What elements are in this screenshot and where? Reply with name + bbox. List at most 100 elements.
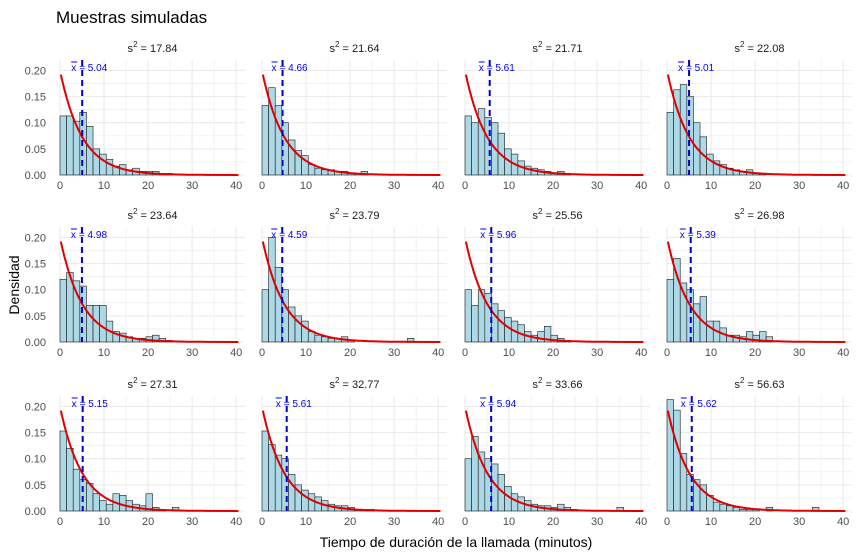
x-axis-label: Tiempo de duración de la llamada (minuto… — [320, 534, 593, 550]
histogram-bar — [471, 305, 479, 343]
y-tick-label: 0.15 — [25, 259, 46, 271]
x-tick-label: 40 — [635, 180, 647, 192]
mean-value: = 5.61 — [487, 63, 516, 74]
variance-label: s2 = 26.98 — [734, 207, 784, 222]
histogram-bar — [712, 501, 721, 512]
mean-value: = 4.59 — [279, 230, 308, 241]
mean-label: x — [480, 230, 485, 241]
x-tick-label: 10 — [503, 516, 515, 528]
histogram-bar — [497, 310, 505, 343]
histogram-bar — [59, 430, 67, 512]
histogram-bar — [510, 493, 519, 512]
x-tick-label: 10 — [300, 180, 312, 192]
mean-value: = 5.62 — [689, 399, 718, 410]
variance-label: s2 = 17.84 — [127, 40, 177, 55]
variance-label: s2 = 22.08 — [734, 40, 784, 55]
x-tick-label: 0 — [462, 180, 468, 192]
y-axis-label: Densidad — [6, 255, 22, 314]
mean-value: = 5.04 — [79, 63, 108, 74]
x-tick-label: 20 — [749, 516, 761, 528]
facet-panel: s2 = 25.56 x = 5.96 0 10 20 30 40 — [462, 207, 650, 359]
x-tick-label: 30 — [186, 516, 198, 528]
histogram-bar — [66, 447, 74, 512]
variance-label: s2 = 27.31 — [127, 376, 177, 391]
x-tick-label: 30 — [591, 180, 603, 192]
x-tick-label: 0 — [259, 516, 265, 528]
variance-label: s2 = 23.79 — [329, 207, 379, 222]
x-tick-label: 20 — [142, 180, 154, 192]
mean-value: = 5.61 — [284, 399, 313, 410]
histogram-bar — [673, 409, 681, 512]
histogram-bar — [666, 111, 674, 176]
x-tick-label: 10 — [705, 180, 717, 192]
histogram-bar — [719, 503, 727, 512]
x-tick-label: 0 — [462, 347, 468, 359]
x-tick-label: 40 — [230, 347, 242, 359]
y-tick-label: 0.15 — [25, 92, 46, 104]
x-tick-label: 20 — [547, 516, 559, 528]
x-tick-label: 0 — [664, 180, 670, 192]
histogram-bar — [261, 430, 269, 512]
x-tick-label: 0 — [57, 347, 63, 359]
y-tick-label: 0.10 — [25, 118, 46, 130]
facet-panel: s2 = 27.31 x = 5.15 0 10 20 30 40 0.00 0.05 0.10 0.… — [25, 376, 245, 528]
histogram-bar — [59, 278, 67, 343]
histogram-bar — [261, 289, 269, 343]
histogram-bar — [666, 278, 674, 343]
density-curve — [666, 241, 846, 343]
mean-value: = 4.98 — [79, 230, 108, 241]
x-tick-label: 10 — [98, 180, 110, 192]
histogram-bar — [66, 115, 74, 176]
histogram-bar — [693, 303, 701, 343]
mean-value: = 5.01 — [686, 63, 715, 74]
mean-label: x — [271, 230, 276, 241]
density-curve — [59, 410, 239, 512]
x-tick-label: 20 — [547, 180, 559, 192]
x-tick-label: 30 — [388, 347, 400, 359]
histogram-bar — [464, 115, 472, 176]
mean-value: = 5.94 — [488, 399, 517, 410]
x-tick-label: 20 — [344, 347, 356, 359]
x-tick-label: 10 — [300, 516, 312, 528]
histogram-bar — [268, 444, 276, 512]
y-tick-label: 0.20 — [25, 65, 46, 77]
histogram-bar — [543, 326, 552, 343]
y-tick-label: 0.20 — [25, 401, 46, 413]
facet-panel: s2 = 21.71 x = 5.61 0 10 20 30 40 — [462, 40, 650, 192]
variance-label: s2 = 21.71 — [532, 40, 582, 55]
mean-label: x — [480, 399, 485, 410]
mean-value: = 5.96 — [488, 230, 517, 241]
x-tick-label: 0 — [664, 516, 670, 528]
histogram-bar — [314, 167, 322, 176]
x-tick-label: 30 — [793, 516, 805, 528]
x-tick-label: 30 — [793, 347, 805, 359]
variance-label: s2 = 25.56 — [532, 207, 582, 222]
facet-panel: s2 = 23.79 x = 4.59 0 10 20 30 40 — [259, 207, 447, 359]
x-tick-label: 10 — [705, 347, 717, 359]
mean-label: x — [678, 63, 683, 74]
variance-label: s2 = 21.64 — [329, 40, 379, 55]
mean-label: x — [479, 63, 484, 74]
histogram-bar — [666, 399, 674, 512]
variance-label: s2 = 33.66 — [532, 376, 582, 391]
x-tick-label: 40 — [635, 347, 647, 359]
mean-value: = 5.39 — [688, 230, 717, 241]
variance-label: s2 = 32.77 — [329, 376, 379, 391]
facet-panel: s2 = 33.66 x = 5.94 0 10 20 30 40 — [462, 376, 650, 528]
mean-label: x — [72, 399, 77, 410]
y-tick-label: 0.15 — [25, 428, 46, 440]
x-tick-label: 10 — [705, 516, 717, 528]
y-tick-label: 0.05 — [25, 311, 46, 323]
x-tick-label: 40 — [837, 347, 849, 359]
density-curve — [261, 241, 441, 343]
x-tick-label: 0 — [259, 347, 265, 359]
histogram-bar — [307, 493, 316, 512]
mean-value: = 4.66 — [280, 63, 309, 74]
x-tick-label: 10 — [98, 516, 110, 528]
density-curve — [666, 74, 846, 176]
x-tick-label: 20 — [749, 180, 761, 192]
y-tick-label: 0.10 — [25, 285, 46, 297]
histogram-bar — [274, 105, 283, 176]
density-curve — [261, 74, 441, 176]
